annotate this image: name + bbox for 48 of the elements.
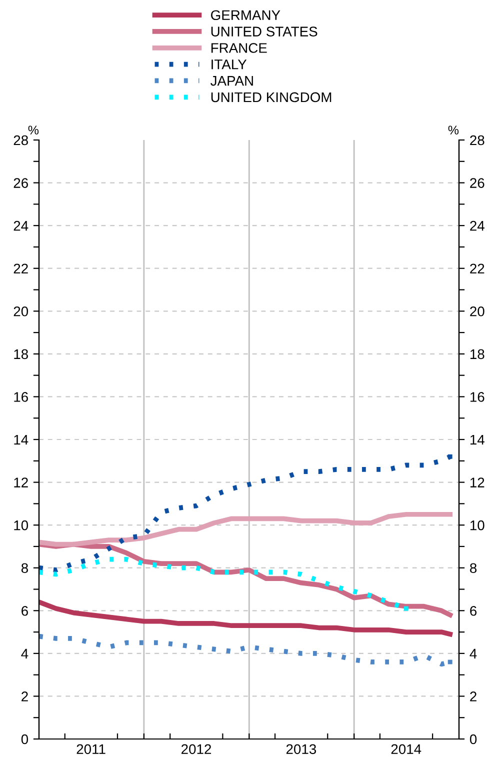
y2-tick-label: 4 <box>470 648 477 658</box>
y-tick-label: 18 <box>14 349 28 360</box>
y2-tick-label: 28 <box>470 135 484 146</box>
line-series <box>39 512 453 547</box>
y-tick-label: 20 <box>14 306 28 316</box>
y2-tick-label: 0 <box>470 734 477 744</box>
y-tick-label: 8 <box>21 563 28 574</box>
y-tick-label: 4 <box>21 648 28 658</box>
legend-label: GERMANY <box>211 10 280 20</box>
legend-label: UNITED STATES <box>211 26 318 36</box>
y2-axis-title: % <box>448 126 459 134</box>
y2-tick-label: 6 <box>470 606 477 616</box>
y-tick-label: 12 <box>14 478 28 488</box>
y2-tick-label: 14 <box>470 434 484 445</box>
y2-tick-label: 26 <box>470 178 484 188</box>
y2-tick-label: 18 <box>470 349 484 360</box>
point <box>448 454 452 459</box>
y2-tick-label: 12 <box>470 478 484 488</box>
point <box>448 660 452 664</box>
legend-label: JAPAN <box>210 76 253 86</box>
line-series <box>39 600 453 637</box>
y-tick-label: 24 <box>14 220 28 231</box>
y2-tick-label: 16 <box>470 392 484 402</box>
y2-tick-label: 20 <box>470 306 484 316</box>
y-tick-label: 26 <box>14 178 28 188</box>
x-tick-label: 2012 <box>182 744 211 754</box>
y-tick-label: 28 <box>14 135 28 146</box>
y2-tick-label: 24 <box>470 220 484 231</box>
x-tick-label: 2013 <box>286 744 316 754</box>
y-tick-label: 16 <box>14 392 28 402</box>
legend-label: ITALY <box>212 60 247 70</box>
y2-tick-label: 8 <box>470 563 477 574</box>
y-tick-label: 2 <box>22 692 28 702</box>
y-tick-label: 22 <box>14 264 28 274</box>
x-tick-label: 2011 <box>76 744 106 754</box>
point <box>404 606 408 611</box>
line-series <box>39 454 453 572</box>
legend-label: UNITED KINGDOM <box>211 92 332 102</box>
y2-tick-label: 22 <box>470 264 484 274</box>
y-tick-label: 0 <box>21 734 28 744</box>
y-tick-label: 10 <box>14 520 28 530</box>
legend-label: FRANCE <box>211 43 267 53</box>
y-axis-title: % <box>28 126 39 134</box>
y2-tick-label: 10 <box>470 520 484 530</box>
x-tick-label: 2014 <box>391 744 422 754</box>
y2-tick-label: 2 <box>470 692 476 702</box>
y-tick-label: 14 <box>14 434 28 445</box>
y-tick-label: 6 <box>22 606 28 616</box>
